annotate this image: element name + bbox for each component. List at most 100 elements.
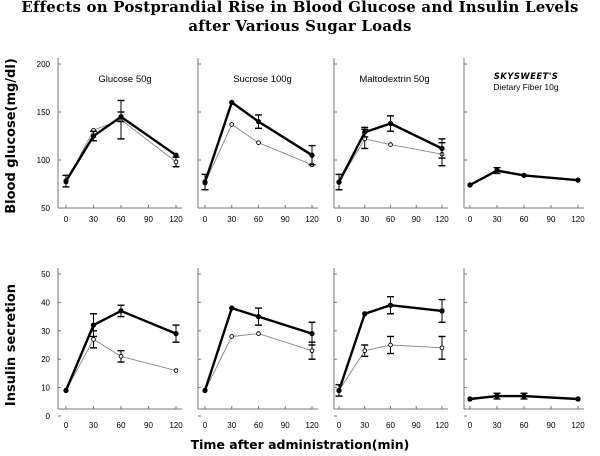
data-point-bold [90,322,97,328]
data-point-bold [63,387,69,394]
data-point-bold [202,179,208,185]
panel-label: Maltodextrin 50g [359,74,429,85]
x-tick-label: 0 [468,215,473,224]
x-tick-label: 60 [117,215,126,224]
x-tick-label: 30 [89,421,98,430]
data-point-thin [439,345,445,351]
data-point-thin [173,368,179,373]
data-point-bold [90,133,97,139]
series-line-thin [204,124,313,184]
x-tick-label: 0 [337,421,342,430]
data-point-bold [173,152,179,158]
x-tick-label: 30 [493,421,502,430]
series-line-thin [338,344,443,391]
x-tick-label: 120 [571,215,585,224]
data-point-bold [255,313,262,320]
x-tick-label: 120 [571,421,585,430]
data-point-bold [467,182,473,188]
series-line-thin [204,333,313,391]
x-tick-label: 0 [64,421,69,430]
data-point-bold [387,302,394,308]
y-tick-label: 30 [41,327,50,336]
data-point-bold [173,330,179,337]
panel-label: Dietary Fiber 10g [493,82,558,92]
y-tick-label: 20 [41,355,50,364]
data-point-bold [336,387,342,394]
data-point-bold [362,129,368,135]
x-tick-label: 30 [227,421,236,430]
y-axis-label: Insulin secretion [4,284,19,406]
x-tick-label: 90 [281,421,290,430]
data-point-thin [256,140,261,146]
data-point-bold [387,120,394,127]
x-tick-label: 90 [144,215,153,224]
data-point-bold [467,396,473,402]
data-point-thin [388,142,393,147]
data-point-thin [173,159,179,165]
series-line-thin [65,338,177,391]
data-point-bold [118,114,124,120]
panel-label: Sucrose 100g [233,74,292,85]
x-tick-label: 120 [169,421,183,430]
y-tick-label: 0 [46,412,51,421]
data-point-bold [439,308,445,314]
y-tick-label: 50 [41,204,50,213]
x-tick-label: 0 [337,215,342,224]
data-point-bold [202,387,208,394]
y-tick-label: 50 [41,270,50,279]
series-line-bold [337,304,443,391]
data-point-bold [309,330,315,337]
panel-label: Glucose 50g [98,74,151,85]
series-line-bold [203,101,313,183]
x-tick-label: 60 [254,215,263,224]
data-point-bold [118,308,124,314]
x-tick-label: 0 [468,421,473,430]
x-tick-label: 120 [305,421,319,430]
series-line-bold [337,122,443,183]
data-point-thin [362,348,368,354]
series-line-thin [338,138,443,183]
x-tick-label: 30 [493,215,502,224]
data-point-thin [309,348,315,354]
x-tick-label: 120 [435,421,449,430]
data-point-thin [118,354,124,359]
x-axis-label: Time after administration(min) [191,437,410,452]
data-point-thin [256,331,261,336]
x-tick-label: 0 [203,215,208,224]
data-point-bold [494,393,500,399]
series-line-bold [469,394,579,401]
data-point-bold [521,172,527,179]
x-tick-label: 30 [360,215,369,224]
x-tick-label: 60 [117,421,126,430]
y-axis-label: Blood glucose(mg/dl) [4,58,19,214]
series-line-bold [469,169,579,187]
data-point-thin [229,122,235,127]
x-tick-label: 0 [203,421,208,430]
x-tick-label: 60 [254,421,263,430]
y-tick-label: 40 [41,298,50,307]
x-tick-label: 0 [64,215,69,224]
x-tick-label: 60 [386,215,395,224]
x-tick-label: 90 [547,215,556,224]
data-point-bold [521,393,527,399]
panel-brand-label: SKYSWEET'S [494,72,559,82]
x-tick-label: 60 [386,421,395,430]
y-tick-label: 150 [37,108,51,117]
data-point-bold [494,167,500,174]
x-tick-label: 60 [520,421,529,430]
data-point-bold [362,311,368,317]
x-tick-label: 120 [435,215,449,224]
data-point-bold [229,305,235,311]
data-point-bold [575,396,581,402]
y-tick-label: 200 [37,60,51,69]
data-point-thin [229,334,235,339]
x-tick-label: 30 [360,421,369,430]
data-point-thin [91,336,96,342]
data-point-bold [575,177,581,183]
x-tick-label: 90 [412,215,421,224]
data-point-bold [439,145,445,152]
series-line-bold [203,306,313,391]
chart-title-line-1: Effects on Postprandial Rise in Blood Gl… [21,0,579,16]
x-tick-label: 120 [305,215,319,224]
